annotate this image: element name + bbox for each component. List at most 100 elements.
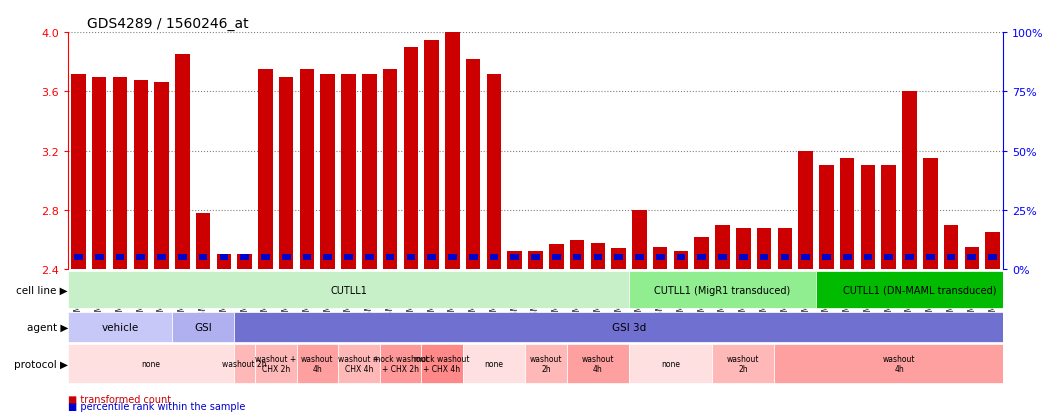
Bar bbox=[385, 255, 395, 261]
Bar bbox=[673, 252, 688, 270]
Bar bbox=[217, 255, 231, 270]
Bar bbox=[115, 255, 125, 261]
Bar bbox=[946, 255, 956, 261]
Bar bbox=[676, 255, 686, 261]
Text: washout 2h: washout 2h bbox=[222, 359, 267, 368]
FancyBboxPatch shape bbox=[68, 344, 235, 383]
Bar bbox=[427, 255, 436, 261]
FancyBboxPatch shape bbox=[255, 344, 296, 383]
Text: none: none bbox=[485, 359, 504, 368]
Bar bbox=[906, 255, 914, 261]
Bar bbox=[136, 255, 146, 261]
Text: washout
2h: washout 2h bbox=[530, 354, 562, 373]
FancyBboxPatch shape bbox=[816, 272, 1024, 308]
Bar bbox=[175, 55, 190, 270]
Bar bbox=[469, 255, 477, 261]
Bar bbox=[282, 255, 291, 261]
Bar bbox=[843, 255, 851, 261]
Bar bbox=[529, 252, 542, 270]
Bar bbox=[903, 92, 917, 270]
Text: CUTLL1 (DN-MAML transduced): CUTLL1 (DN-MAML transduced) bbox=[843, 285, 997, 295]
Text: CUTLL1: CUTLL1 bbox=[330, 285, 367, 295]
Text: mock washout
+ CHX 2h: mock washout + CHX 2h bbox=[373, 354, 428, 373]
Bar bbox=[594, 255, 602, 261]
FancyBboxPatch shape bbox=[629, 272, 816, 308]
Text: washout +
CHX 2h: washout + CHX 2h bbox=[255, 354, 296, 373]
Bar bbox=[154, 83, 169, 270]
Bar bbox=[799, 151, 812, 270]
Bar bbox=[864, 255, 872, 261]
Bar bbox=[113, 77, 128, 270]
Bar bbox=[801, 255, 810, 261]
Text: vehicle: vehicle bbox=[102, 322, 138, 332]
Bar bbox=[324, 255, 332, 261]
Bar bbox=[573, 255, 581, 261]
FancyBboxPatch shape bbox=[463, 344, 526, 383]
Bar bbox=[424, 40, 439, 270]
Bar bbox=[178, 255, 186, 261]
FancyBboxPatch shape bbox=[380, 344, 421, 383]
Text: none: none bbox=[141, 359, 160, 368]
Text: ■ transformed count: ■ transformed count bbox=[68, 394, 171, 404]
Bar bbox=[780, 255, 789, 261]
FancyBboxPatch shape bbox=[235, 312, 1024, 342]
Bar bbox=[259, 70, 272, 270]
FancyBboxPatch shape bbox=[526, 344, 566, 383]
Bar bbox=[241, 255, 249, 261]
Bar bbox=[383, 70, 398, 270]
Bar bbox=[611, 249, 626, 270]
Bar bbox=[299, 70, 314, 270]
Bar bbox=[822, 255, 830, 261]
FancyBboxPatch shape bbox=[296, 344, 338, 383]
Bar bbox=[261, 255, 270, 261]
FancyBboxPatch shape bbox=[235, 344, 255, 383]
Bar bbox=[736, 228, 751, 270]
Bar bbox=[739, 255, 748, 261]
Bar bbox=[985, 233, 1000, 270]
Bar bbox=[570, 240, 584, 270]
Bar bbox=[344, 255, 353, 261]
Bar bbox=[196, 214, 210, 270]
Bar bbox=[923, 159, 937, 270]
Bar bbox=[694, 237, 709, 270]
Bar bbox=[964, 247, 979, 270]
Bar bbox=[653, 247, 668, 270]
Bar bbox=[632, 210, 647, 270]
Bar bbox=[445, 33, 460, 270]
Bar bbox=[882, 166, 896, 270]
Text: GSI 3d: GSI 3d bbox=[611, 322, 646, 332]
Bar bbox=[510, 255, 519, 261]
Bar bbox=[157, 255, 165, 261]
Bar bbox=[819, 166, 833, 270]
Text: washout
4h: washout 4h bbox=[302, 354, 334, 373]
Bar bbox=[279, 77, 293, 270]
Bar bbox=[95, 255, 104, 261]
Bar bbox=[655, 255, 665, 261]
Bar bbox=[220, 255, 228, 261]
Bar bbox=[508, 252, 522, 270]
Bar bbox=[760, 255, 768, 261]
Text: washout
4h: washout 4h bbox=[582, 354, 615, 373]
Text: ■ percentile rank within the sample: ■ percentile rank within the sample bbox=[68, 401, 245, 411]
FancyBboxPatch shape bbox=[68, 272, 629, 308]
Bar bbox=[757, 228, 772, 270]
FancyBboxPatch shape bbox=[712, 344, 775, 383]
Bar bbox=[715, 225, 730, 270]
Bar bbox=[531, 255, 540, 261]
Text: washout
4h: washout 4h bbox=[883, 354, 915, 373]
FancyBboxPatch shape bbox=[566, 344, 629, 383]
Bar bbox=[92, 77, 107, 270]
Text: washout
2h: washout 2h bbox=[727, 354, 759, 373]
Text: GDS4289 / 1560246_at: GDS4289 / 1560246_at bbox=[87, 17, 248, 31]
Bar bbox=[718, 255, 727, 261]
Bar bbox=[303, 255, 311, 261]
Bar bbox=[885, 255, 893, 261]
Bar bbox=[403, 48, 418, 270]
Text: agent ▶: agent ▶ bbox=[26, 322, 68, 332]
Bar bbox=[840, 159, 854, 270]
FancyBboxPatch shape bbox=[775, 344, 1024, 383]
Text: cell line ▶: cell line ▶ bbox=[17, 285, 68, 295]
Bar bbox=[365, 255, 374, 261]
Bar bbox=[552, 255, 561, 261]
Text: GSI: GSI bbox=[195, 322, 211, 332]
